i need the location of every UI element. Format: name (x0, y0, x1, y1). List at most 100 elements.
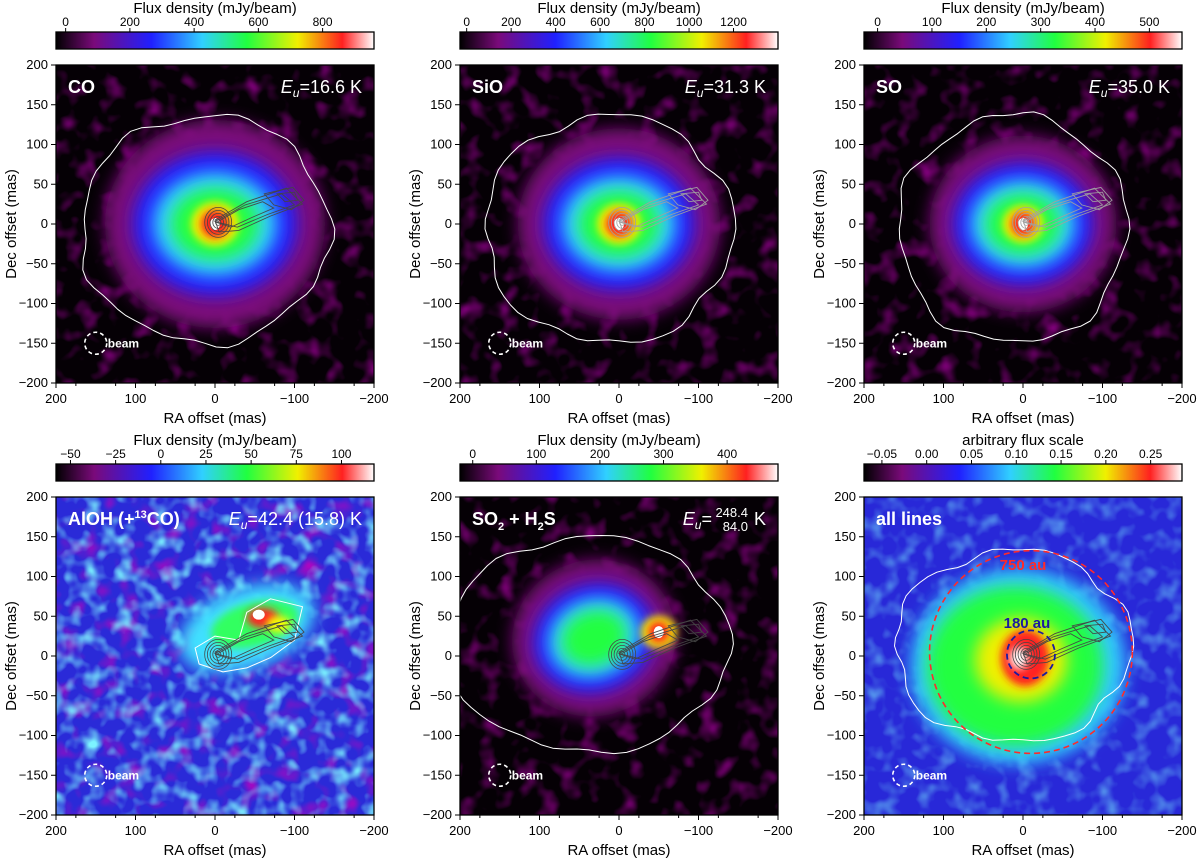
colorbar-tick-label: 500 (1139, 15, 1159, 29)
y-tick-label: −150 (827, 335, 856, 350)
y-tick-label: −50 (834, 688, 856, 703)
y-tick-label: −150 (19, 767, 48, 782)
x-tick-label: 0 (1019, 391, 1026, 406)
colorbar (55, 463, 375, 482)
beam-icon (83, 763, 108, 788)
annotation-180au: 180 au (1004, 615, 1051, 632)
y-tick-label: 0 (849, 216, 856, 231)
beam-icon (487, 763, 512, 788)
colorbar-label: Flux density (mJy/beam) (537, 0, 700, 17)
y-axis-label: Dec offset (mas) (811, 601, 828, 711)
colorbar-tick-label: 400 (1085, 15, 1105, 29)
colorbar-label: Flux density (mJy/beam) (133, 432, 296, 449)
x-axis-label: RA offset (mas) (163, 842, 266, 859)
y-axis-label: Dec offset (mas) (3, 169, 20, 279)
y-tick-label: 50 (438, 176, 452, 191)
x-tick-label: 100 (125, 823, 147, 838)
colorbar-tick-label: 1000 (676, 15, 703, 29)
panel-title: SO2 + H2S (472, 509, 556, 533)
y-tick-label: 50 (438, 608, 452, 623)
x-tick-label: −100 (1088, 391, 1117, 406)
x-tick-label: −100 (684, 823, 713, 838)
y-tick-label: 50 (842, 176, 856, 191)
y-tick-label: −50 (26, 688, 48, 703)
y-tick-label: 200 (430, 57, 452, 72)
x-tick-label: −100 (280, 391, 309, 406)
energy-label: Eu=42.4 (15.8) K (229, 509, 362, 532)
colorbar-tick-label: 0 (157, 447, 164, 461)
panel-title: all lines (876, 509, 942, 529)
y-tick-label: 0 (445, 216, 452, 231)
x-tick-label: 200 (449, 391, 471, 406)
beam-label: beam (108, 768, 139, 782)
y-tick-label: 200 (26, 489, 48, 504)
colorbar-tick-label: −0.05 (867, 447, 898, 461)
panel-4: Flux density (mJy/beam) −50 −25 0 25 50 75 100 b… (3, 432, 389, 859)
y-tick-label: 100 (834, 137, 856, 152)
y-tick-label: −150 (19, 335, 48, 350)
colorbar-tick-label: 300 (1031, 15, 1051, 29)
y-tick-label: −200 (827, 807, 856, 822)
y-tick-label: 150 (26, 529, 48, 544)
panel-title: CO (68, 77, 95, 97)
panel-title: SiO (472, 77, 503, 97)
y-tick-label: −200 (423, 375, 452, 390)
colorbar-tick-label: 100 (922, 15, 942, 29)
colorbar-tick-label: −50 (60, 447, 81, 461)
colorbar-tick-label: 300 (654, 447, 674, 461)
x-tick-label: 200 (853, 823, 875, 838)
panel-1: Flux density (mJy/beam) 0 200 400 600 800 beam… (3, 0, 389, 427)
y-tick-label: −100 (19, 296, 48, 311)
y-tick-label: −150 (827, 767, 856, 782)
colorbar-tick-label: 600 (590, 15, 610, 29)
panel-2: Flux density (mJy/beam)0 200 400 600 800 1000… (407, 0, 793, 427)
colorbar-tick-label: −25 (105, 447, 126, 461)
y-tick-label: −200 (827, 375, 856, 390)
beam-label: beam (916, 768, 947, 782)
x-tick-label: 0 (211, 391, 218, 406)
colorbar-tick-label: 0.15 (1049, 447, 1073, 461)
y-tick-label: 150 (430, 97, 452, 112)
x-axis-label: RA offset (mas) (567, 410, 670, 427)
y-tick-label: −100 (423, 296, 452, 311)
colorbar (863, 31, 1183, 50)
intensity-map: beam AlOH (+13CO) Eu=42.4 (15.8) K (56, 497, 374, 815)
y-tick-label: 150 (26, 97, 48, 112)
colorbar-tick-label: 0 (463, 15, 470, 29)
colorbar-tick-label: 75 (290, 447, 304, 461)
energy-label: Eu= (683, 509, 712, 532)
colorbar-tick-label: 25 (199, 447, 213, 461)
y-tick-label: −100 (827, 296, 856, 311)
colorbar-tick-label: 400 (717, 447, 737, 461)
energy-label: Eu=31.3 K (685, 77, 766, 100)
y-tick-label: −200 (19, 375, 48, 390)
x-tick-label: 0 (615, 391, 622, 406)
colorbar-tick-label: 1200 (720, 15, 747, 29)
y-tick-label: 200 (834, 57, 856, 72)
x-axis-label: RA offset (mas) (971, 842, 1074, 859)
colorbar (55, 31, 375, 50)
colorbar-tick-label: 0 (62, 15, 69, 29)
colorbar-label: Flux density (mJy/beam) (941, 0, 1104, 17)
beam-icon (891, 763, 916, 788)
y-tick-label: 200 (430, 489, 452, 504)
x-tick-label: −200 (763, 823, 792, 838)
y-tick-label: −200 (423, 807, 452, 822)
colorbar-tick-label: 0.10 (1005, 447, 1029, 461)
x-axis-label: RA offset (mas) (567, 842, 670, 859)
y-tick-label: 200 (834, 489, 856, 504)
colorbar-tick-label: 200 (501, 15, 521, 29)
x-tick-label: −200 (359, 391, 388, 406)
x-tick-label: 100 (529, 823, 551, 838)
x-tick-label: −200 (763, 391, 792, 406)
intensity-map: beam SiO Eu=31.3 K (460, 65, 778, 383)
colorbar-tick-label: 400 (546, 15, 566, 29)
circle-180au (1006, 629, 1056, 680)
colorbar-tick-label: 200 (120, 15, 140, 29)
x-tick-label: 100 (933, 391, 955, 406)
colorbar-label: arbitrary flux scale (962, 432, 1084, 449)
y-tick-label: 150 (834, 529, 856, 544)
annotation-750au: 750 au (1000, 557, 1047, 574)
x-axis-label: RA offset (mas) (971, 410, 1074, 427)
